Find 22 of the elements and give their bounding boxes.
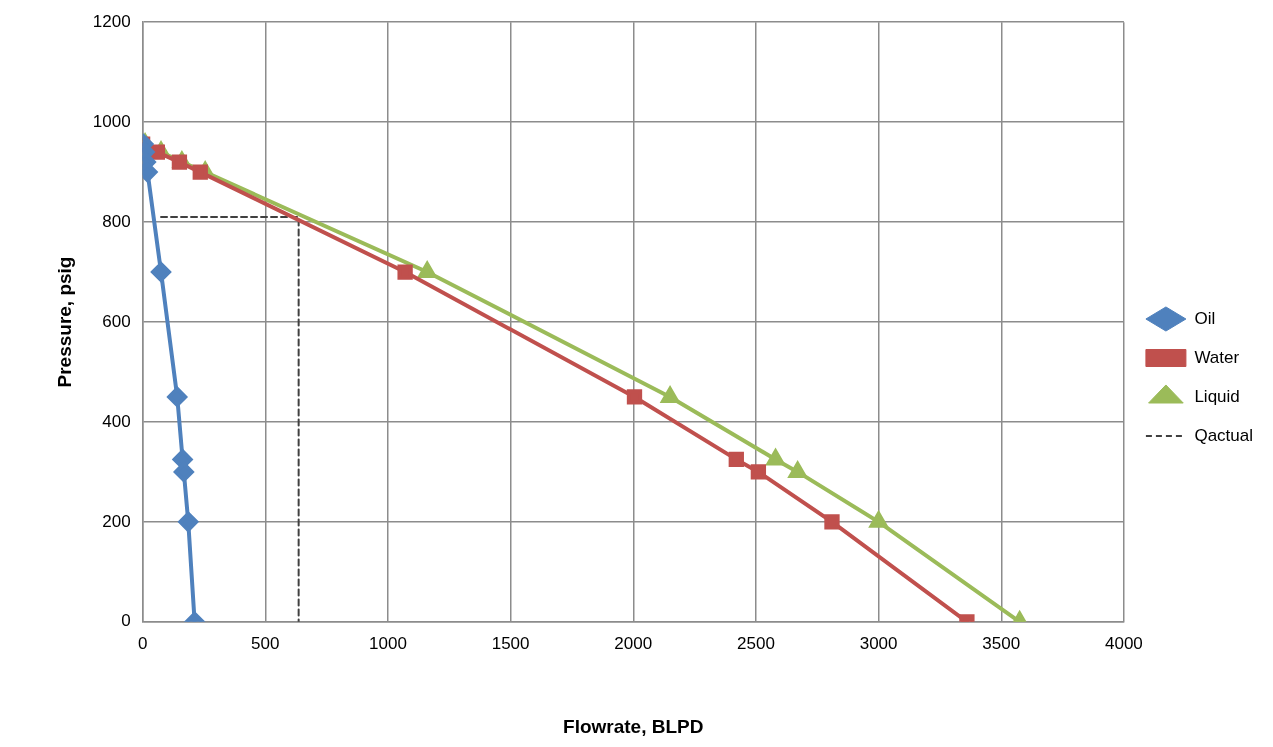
x-axis-title: Flowrate, BLPD [563,715,704,737]
y-tick-label: 1000 [92,111,131,131]
y-tick-label: 0 [121,611,131,631]
y-tick-label: 400 [102,411,131,431]
y-tick-label: 200 [102,511,131,531]
x-tick-label: 2000 [614,633,653,653]
legend-label: Water [1194,347,1240,367]
x-tick-label: 0 [137,633,148,653]
y-axis-title: Pressure, psig [53,256,75,388]
x-tick-label: 4000 [1105,633,1143,653]
y-tick-label: 1200 [92,11,131,31]
legend-label: Oil [1194,308,1216,328]
x-tick-label: 1500 [491,633,530,653]
legend-label: Liquid [1194,386,1240,406]
y-tick-label: 600 [102,311,131,331]
legend-label: Qactual [1194,425,1254,445]
x-tick-label: 3000 [859,633,898,653]
x-tick-label: 1000 [369,633,407,653]
y-tick-label: 800 [102,211,131,231]
x-tick-label: 500 [251,633,280,653]
x-tick-label: 2500 [737,633,775,653]
x-tick-label: 3500 [982,633,1021,653]
